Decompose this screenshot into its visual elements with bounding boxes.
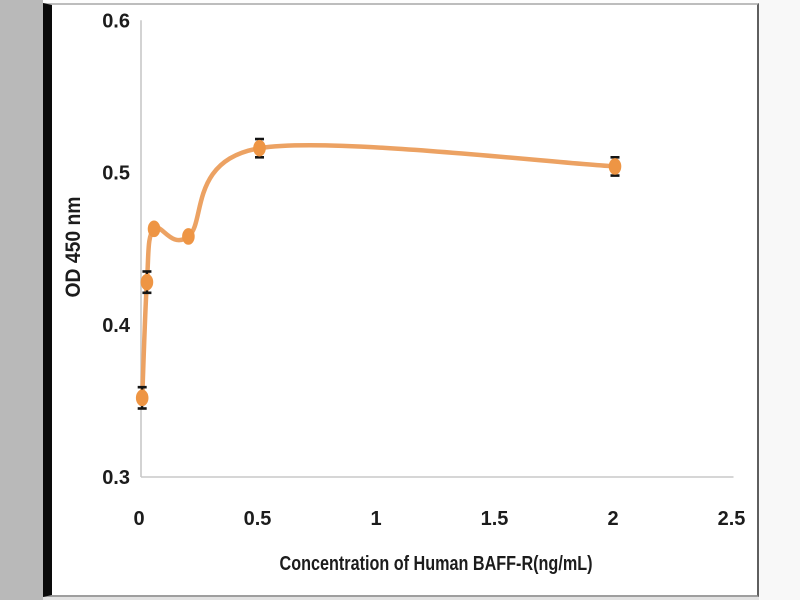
y-tick-label: 0.5 bbox=[102, 163, 130, 185]
chart-panel bbox=[43, 3, 759, 597]
left-gray-margin bbox=[0, 0, 43, 600]
data-point-marker bbox=[182, 228, 195, 245]
dose-response-curve bbox=[139, 143, 618, 401]
bottom-frame-line bbox=[43, 597, 759, 600]
data-point-marker bbox=[253, 139, 266, 157]
right-margin bbox=[759, 0, 800, 600]
data-point-marker bbox=[140, 273, 154, 291]
x-tick-label: 0 bbox=[133, 508, 144, 530]
x-tick-label: 1 bbox=[370, 508, 381, 530]
x-axis-title: Concentration of Human BAFF-R(ng/mL) bbox=[280, 553, 593, 575]
x-tick-label: 2.5 bbox=[718, 508, 746, 530]
x-tick-label: 0.5 bbox=[244, 508, 272, 530]
y-tick-label: 0.6 bbox=[102, 10, 130, 32]
y-axis-title: OD 450 nm bbox=[62, 197, 85, 298]
y-tick-label: 0.4 bbox=[102, 315, 131, 337]
y-tick-label: 0.3 bbox=[102, 467, 130, 489]
data-point-marker bbox=[608, 158, 622, 175]
x-tick-label: 1.5 bbox=[481, 508, 509, 530]
data-point-marker bbox=[147, 220, 161, 238]
x-tick-label: 2 bbox=[607, 508, 618, 530]
data-point-marker bbox=[135, 389, 149, 407]
